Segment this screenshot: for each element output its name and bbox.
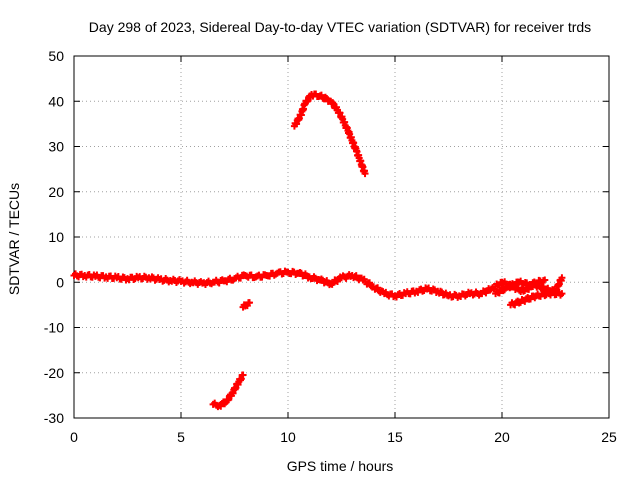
data-point xyxy=(245,299,253,307)
y-tick-label: -20 xyxy=(44,365,64,381)
x-axis-title: GPS time / hours xyxy=(287,458,394,474)
y-tick-label: 50 xyxy=(48,48,64,64)
series-branch-b xyxy=(507,288,566,309)
axis-ticks: 0 5 10 15 20 25 -30 -20 -10 0 10 20 30 40 50 xyxy=(44,48,617,445)
data-point xyxy=(541,276,549,284)
x-tick-label: 25 xyxy=(601,429,617,445)
y-tick-label: 20 xyxy=(48,184,64,200)
x-tick-label: 20 xyxy=(494,429,510,445)
x-tick-label: 15 xyxy=(387,429,403,445)
y-axis-title: SDTVAR / TECUs xyxy=(6,183,22,295)
y-tick-label: -30 xyxy=(44,410,64,426)
series-small-cluster xyxy=(239,299,253,311)
data-point xyxy=(558,274,566,282)
x-tick-label: 10 xyxy=(280,429,296,445)
data-point xyxy=(239,371,247,379)
x-tick-label: 0 xyxy=(70,429,78,445)
y-tick-label: 40 xyxy=(48,93,64,109)
y-tick-label: 10 xyxy=(48,229,64,245)
series-upper-arc xyxy=(290,90,369,178)
chart-title: Day 298 of 2023, Sidereal Day-to-day VTE… xyxy=(89,19,591,35)
y-tick-label: 30 xyxy=(48,139,64,155)
y-tick-label: 0 xyxy=(56,274,64,290)
y-tick-label: -10 xyxy=(44,320,64,336)
x-tick-label: 5 xyxy=(177,429,185,445)
data-point xyxy=(558,290,566,298)
series-lower-arc xyxy=(209,371,247,411)
series-branch-a xyxy=(492,276,549,298)
series-main-track xyxy=(70,267,566,301)
data-point xyxy=(361,170,369,178)
data-points xyxy=(70,90,566,411)
grid-lines xyxy=(74,56,609,418)
